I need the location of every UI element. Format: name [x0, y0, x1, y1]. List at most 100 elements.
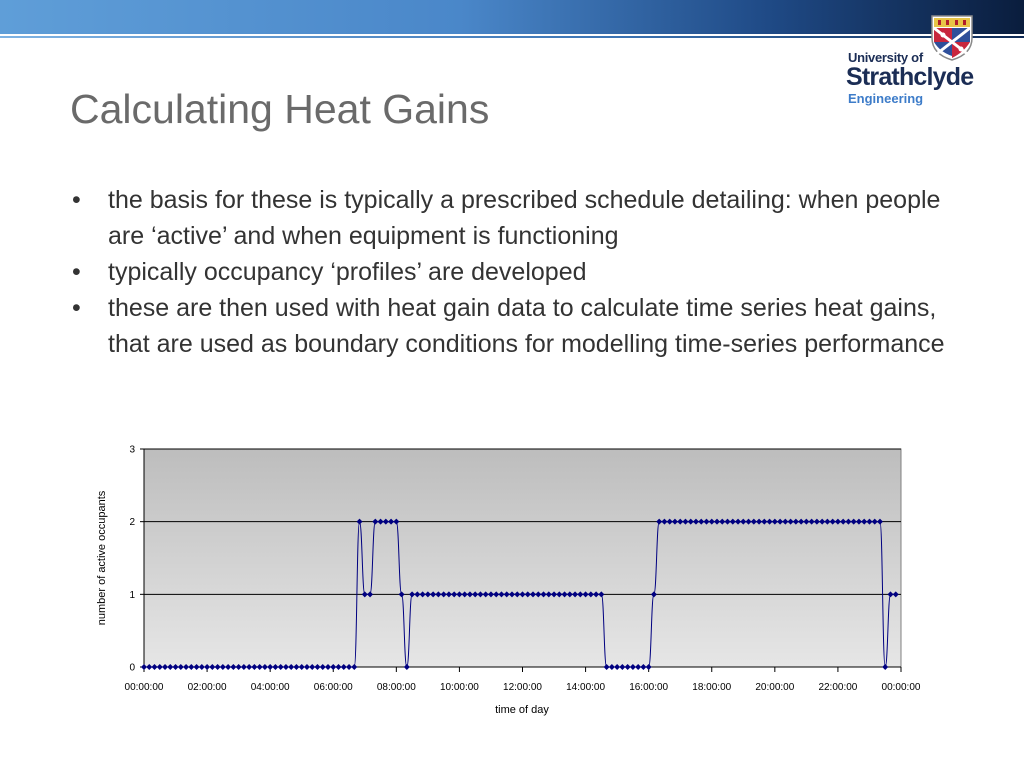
data-point-marker	[645, 664, 652, 670]
x-tick-label: 18:00:00	[692, 682, 731, 693]
logo-line-3: Engineering	[848, 91, 924, 106]
data-point-marker	[267, 664, 274, 670]
data-point-marker	[840, 518, 847, 525]
data-point-marker	[482, 591, 489, 598]
data-point-marker	[414, 591, 421, 598]
data-point-marker	[761, 518, 768, 525]
data-point-marker	[777, 518, 784, 525]
data-point-marker	[803, 518, 810, 525]
data-point-marker	[309, 664, 316, 670]
data-point-marker	[650, 591, 657, 598]
data-point-marker	[409, 591, 416, 598]
data-point-marker	[708, 518, 715, 525]
data-point-marker	[635, 664, 642, 670]
data-point-marker	[582, 591, 589, 598]
data-point-marker	[850, 518, 857, 525]
series-markers	[141, 518, 899, 670]
occupancy-profile-chart: 0 1 2 3 00:00:00 02:00:00 04:00:00 06:00:00 08:…	[96, 445, 921, 717]
university-crest-icon	[931, 15, 973, 61]
data-point-marker	[324, 664, 331, 670]
data-point-marker	[177, 664, 184, 670]
data-point-marker	[819, 518, 826, 525]
data-point-marker	[198, 664, 205, 670]
data-point-marker	[861, 518, 868, 525]
data-point-marker	[682, 518, 689, 525]
logo-line-1: University of	[848, 50, 923, 65]
data-point-marker	[293, 664, 300, 670]
data-point-marker	[351, 664, 358, 670]
data-point-marker	[619, 664, 626, 670]
data-point-marker	[514, 591, 521, 598]
data-point-marker	[477, 591, 484, 598]
data-point-marker	[745, 518, 752, 525]
data-point-marker	[493, 591, 500, 598]
data-point-marker	[246, 664, 253, 670]
data-point-marker	[335, 664, 342, 670]
data-point-marker	[146, 664, 153, 670]
data-point-marker	[608, 664, 615, 670]
bullet-marker: •	[72, 258, 81, 286]
bullet-item: • these are then used with heat gain dat…	[70, 290, 970, 362]
data-point-marker	[356, 518, 363, 525]
x-tick-label: 16:00:00	[629, 682, 668, 693]
data-point-marker	[535, 591, 542, 598]
x-tick-label: 04:00:00	[251, 682, 290, 693]
logo-line-2: Strathclyde	[846, 63, 974, 91]
data-point-marker	[209, 664, 216, 670]
x-tick-label: 06:00:00	[314, 682, 353, 693]
data-point-marker	[771, 518, 778, 525]
data-point-marker	[698, 518, 705, 525]
data-point-marker	[892, 591, 899, 598]
data-point-marker	[214, 664, 221, 670]
data-point-marker	[272, 664, 279, 670]
y-tick-label: 1	[129, 590, 135, 601]
data-point-marker	[519, 591, 526, 598]
x-tick-label: 20:00:00	[755, 682, 794, 693]
data-point-marker	[614, 664, 621, 670]
data-point-marker	[813, 518, 820, 525]
data-point-marker	[829, 518, 836, 525]
x-axis-label: time of day	[495, 704, 549, 716]
data-point-marker	[656, 518, 663, 525]
data-point-marker	[577, 591, 584, 598]
data-point-marker	[887, 591, 894, 598]
bullet-text: the basis for these is typically a presc…	[108, 186, 941, 250]
data-point-marker	[729, 518, 736, 525]
data-point-marker	[193, 664, 200, 670]
data-point-marker	[719, 518, 726, 525]
data-point-marker	[204, 664, 211, 670]
data-point-marker	[435, 591, 442, 598]
data-point-marker	[277, 664, 284, 670]
bullet-text: typically occupancy ‘profiles’ are devel…	[108, 258, 587, 286]
data-point-marker	[855, 518, 862, 525]
data-point-marker	[377, 518, 384, 525]
data-point-marker	[162, 664, 169, 670]
data-point-marker	[866, 518, 873, 525]
data-point-marker	[419, 591, 426, 598]
data-point-marker	[167, 664, 174, 670]
y-tick-label: 0	[129, 663, 135, 674]
data-point-marker	[141, 664, 147, 670]
data-point-marker	[692, 518, 699, 525]
data-point-marker	[545, 591, 552, 598]
data-point-marker	[288, 664, 295, 670]
data-point-marker	[561, 591, 568, 598]
data-point-marker	[661, 518, 668, 525]
header-gradient-bar	[0, 0, 1024, 34]
data-point-marker	[782, 518, 789, 525]
data-point-marker	[714, 518, 721, 525]
data-point-marker	[487, 591, 494, 598]
data-point-marker	[346, 664, 353, 670]
data-point-marker	[183, 664, 190, 670]
data-point-marker	[314, 664, 321, 670]
plot-area	[143, 448, 902, 668]
bullet-item: • the basis for these is typically a pre…	[70, 182, 970, 254]
data-point-marker	[671, 518, 678, 525]
data-point-marker	[403, 664, 410, 670]
data-point-marker	[629, 664, 636, 670]
data-point-marker	[461, 591, 468, 598]
data-point-marker	[298, 664, 305, 670]
data-point-marker	[225, 664, 232, 670]
data-point-marker	[251, 664, 258, 670]
x-tick-label: 10:00:00	[440, 682, 479, 693]
